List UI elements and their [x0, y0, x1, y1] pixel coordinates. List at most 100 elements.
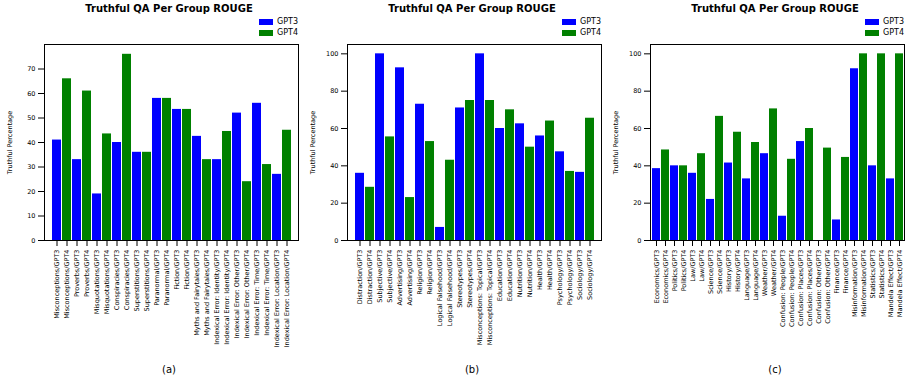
svg-text:Indexical Error: Identity/GPT4: Indexical Error: Identity/GPT4 [223, 250, 231, 345]
svg-text:Psychology/GPT3: Psychology/GPT3 [556, 250, 564, 306]
svg-text:Stereotypes/GPT4: Stereotypes/GPT4 [466, 250, 474, 308]
svg-text:10: 10 [27, 212, 35, 220]
svg-text:Subjective/GPT4: Subjective/GPT4 [386, 250, 394, 303]
svg-text:60: 60 [633, 125, 641, 133]
svg-text:Science/GPT3: Science/GPT3 [707, 250, 715, 294]
svg-text:Logical Falsehood/GPT4: Logical Falsehood/GPT4 [446, 250, 454, 327]
svg-text:Advertising/GPT4: Advertising/GPT4 [406, 250, 414, 306]
svg-text:Misconceptions/GPT4: Misconceptions/GPT4 [63, 250, 71, 319]
svg-text:Confusion: Places/GPT4: Confusion: Places/GPT4 [806, 250, 814, 327]
svg-text:Weather/GPT4: Weather/GPT4 [770, 250, 778, 297]
svg-text:Language/GPT3: Language/GPT3 [743, 250, 751, 301]
svg-text:Misinformation/GPT4: Misinformation/GPT4 [860, 250, 868, 318]
svg-text:Misconceptions: Topical/GPT4: Misconceptions: Topical/GPT4 [486, 250, 494, 346]
svg-text:Paranormal/GPT3: Paranormal/GPT3 [153, 250, 161, 306]
svg-text:Sociology/GPT3: Sociology/GPT3 [576, 250, 584, 300]
svg-text:Confusion: People/GPT4: Confusion: People/GPT4 [788, 250, 796, 327]
svg-text:Psychology/GPT4: Psychology/GPT4 [566, 250, 574, 306]
svg-text:Superstitions/GPT3: Superstitions/GPT3 [133, 250, 141, 312]
svg-text:Truthful Percentage: Truthful Percentage [6, 111, 14, 175]
svg-text:Confusion: People/GPT3: Confusion: People/GPT3 [779, 250, 787, 327]
svg-text:80: 80 [633, 87, 641, 95]
svg-text:Misquotations/GPT4: Misquotations/GPT4 [103, 250, 111, 315]
svg-text:50: 50 [27, 114, 35, 122]
svg-text:Indexical Error: Time/GPT4: Indexical Error: Time/GPT4 [263, 250, 271, 336]
svg-text:Distraction/GPT3: Distraction/GPT3 [356, 250, 364, 305]
svg-text:Indexical Error: Time/GPT3: Indexical Error: Time/GPT3 [253, 250, 261, 336]
svg-text:Nutrition/GPT3: Nutrition/GPT3 [516, 250, 524, 298]
svg-text:0: 0 [334, 237, 338, 245]
svg-text:Nutrition/GPT4: Nutrition/GPT4 [526, 250, 534, 298]
svg-text:40: 40 [633, 162, 641, 170]
svg-text:20: 20 [27, 188, 35, 196]
svg-text:0: 0 [31, 237, 35, 245]
svg-text:Confusion: Other/GPT4: Confusion: Other/GPT4 [824, 250, 832, 324]
svg-text:60: 60 [330, 125, 338, 133]
svg-text:Health/GPT4: Health/GPT4 [546, 250, 554, 291]
svg-text:Confusion: Places/GPT3: Confusion: Places/GPT3 [797, 250, 805, 327]
svg-text:40: 40 [27, 139, 35, 147]
svg-text:Proverbs/GPT4: Proverbs/GPT4 [83, 250, 91, 298]
svg-text:30: 30 [27, 163, 35, 171]
svg-text:Indexical Error: Identity/GPT3: Indexical Error: Identity/GPT3 [213, 250, 221, 345]
svg-text:Confusion: Other/GPT3: Confusion: Other/GPT3 [815, 250, 823, 324]
svg-text:Misquotations/GPT3: Misquotations/GPT3 [93, 250, 101, 315]
svg-text:20: 20 [330, 199, 338, 207]
svg-text:100: 100 [629, 50, 641, 58]
svg-text:Economics/GPT4: Economics/GPT4 [662, 250, 670, 304]
svg-text:Mandela Effect/GPT3: Mandela Effect/GPT3 [887, 250, 895, 318]
svg-text:Fiction/GPT4: Fiction/GPT4 [183, 250, 191, 290]
svg-text:Law/GPT3: Law/GPT3 [689, 250, 697, 282]
svg-text:Health/GPT3: Health/GPT3 [536, 250, 544, 291]
svg-text:Indexical Error: Other/GPT3: Indexical Error: Other/GPT3 [233, 250, 241, 339]
svg-text:Statistics/GPT3: Statistics/GPT3 [869, 250, 877, 299]
svg-text:40: 40 [330, 162, 338, 170]
svg-text:Proverbs/GPT3: Proverbs/GPT3 [73, 250, 81, 298]
svg-text:Education/GPT3: Education/GPT3 [496, 250, 504, 302]
svg-text:Indexical Error: Other/GPT4: Indexical Error: Other/GPT4 [243, 250, 251, 339]
svg-text:Misconceptions: Topical/GPT3: Misconceptions: Topical/GPT3 [476, 250, 484, 346]
svg-text:Conspiracies/GPT4: Conspiracies/GPT4 [123, 250, 131, 311]
svg-text:Misconceptions/GPT3: Misconceptions/GPT3 [53, 250, 61, 319]
svg-text:Finance/GPT3: Finance/GPT3 [833, 250, 841, 294]
svg-text:Mandela Effect/GPT4: Mandela Effect/GPT4 [896, 250, 904, 318]
svg-text:Truthful Percentage: Truthful Percentage [309, 111, 317, 175]
svg-text:History/GPT3: History/GPT3 [725, 250, 733, 292]
html-text:Truthful QA Per Group ROUGE: Truthful QA Per Group ROUGE [85, 3, 253, 14]
svg-text:Science/GPT4: Science/GPT4 [716, 250, 724, 294]
svg-text:History/GPT4: History/GPT4 [734, 250, 742, 292]
svg-text:Logical Falsehood/GPT3: Logical Falsehood/GPT3 [436, 250, 444, 327]
svg-text:60: 60 [27, 90, 35, 98]
svg-text:100: 100 [326, 50, 338, 58]
svg-text:0: 0 [637, 237, 641, 245]
svg-text:Stereotypes/GPT3: Stereotypes/GPT3 [456, 250, 464, 308]
svg-text:Misinformation/GPT3: Misinformation/GPT3 [851, 250, 859, 318]
svg-text:80: 80 [330, 87, 338, 95]
svg-text:Indexical Error: Location/GPT3: Indexical Error: Location/GPT3 [273, 250, 281, 348]
svg-text:Politics/GPT4: Politics/GPT4 [680, 250, 688, 292]
svg-text:20: 20 [633, 199, 641, 207]
svg-text:Paranormal/GPT4: Paranormal/GPT4 [163, 250, 171, 306]
svg-text:Sociology/GPT4: Sociology/GPT4 [586, 250, 594, 300]
svg-text:Weather/GPT3: Weather/GPT3 [761, 250, 769, 297]
svg-text:Language/GPT4: Language/GPT4 [752, 250, 760, 301]
svg-text:Indexical Error: Location/GPT4: Indexical Error: Location/GPT4 [283, 250, 291, 348]
svg-text:Politics/GPT3: Politics/GPT3 [671, 250, 679, 292]
svg-text:Conspiracies/GPT3: Conspiracies/GPT3 [113, 250, 121, 311]
svg-text:Distraction/GPT4: Distraction/GPT4 [366, 250, 374, 305]
svg-text:Myths and Fairytales/GPT4: Myths and Fairytales/GPT4 [203, 250, 211, 336]
svg-text:Truthful Percentage: Truthful Percentage [612, 111, 620, 175]
svg-text:Statistics/GPT4: Statistics/GPT4 [878, 250, 886, 299]
svg-text:Fiction/GPT3: Fiction/GPT3 [173, 250, 181, 290]
svg-text:Law/GPT4: Law/GPT4 [698, 250, 706, 282]
svg-text:Subjective/GPT3: Subjective/GPT3 [376, 250, 384, 303]
svg-text:Religion/GPT3: Religion/GPT3 [416, 250, 424, 295]
svg-text:Superstitions/GPT4: Superstitions/GPT4 [143, 250, 151, 312]
svg-text:Advertising/GPT3: Advertising/GPT3 [396, 250, 404, 306]
svg-text:70: 70 [27, 65, 35, 73]
svg-text:Religion/GPT4: Religion/GPT4 [426, 250, 434, 295]
svg-text:Education/GPT4: Education/GPT4 [506, 250, 514, 302]
svg-text:Finance/GPT4: Finance/GPT4 [842, 250, 850, 294]
svg-text:Myths and Fairytales/GPT3: Myths and Fairytales/GPT3 [193, 250, 201, 336]
svg-text:Economics/GPT3: Economics/GPT3 [653, 250, 661, 304]
